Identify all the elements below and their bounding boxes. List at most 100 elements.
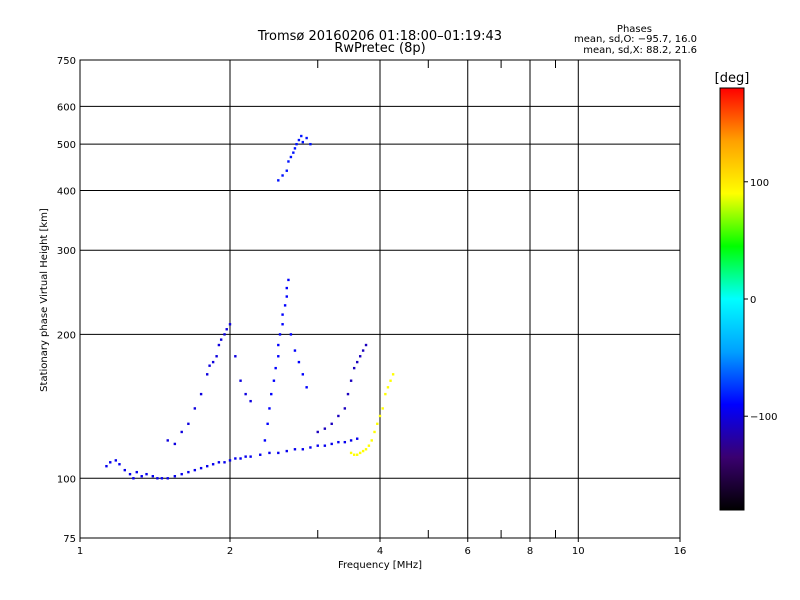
data-point <box>337 440 340 444</box>
data-point <box>118 463 121 466</box>
x-tick-label: 10 <box>572 546 585 557</box>
data-point <box>132 477 135 480</box>
chart-title: Tromsø 20160206 01:18:00–01:19:43 <box>257 29 502 44</box>
x-tick-label: 2 <box>227 546 233 557</box>
colorbar-tick-label: 0 <box>750 295 756 306</box>
data-point <box>249 455 252 458</box>
data-point <box>239 457 242 460</box>
data-point <box>145 472 148 476</box>
data-point <box>386 386 390 389</box>
data-point <box>244 392 247 396</box>
y-tick-label: 200 <box>57 330 76 341</box>
data-point <box>361 349 365 352</box>
data-point <box>285 449 288 453</box>
data-point <box>300 134 303 138</box>
data-point <box>244 455 247 458</box>
data-point <box>295 142 298 146</box>
colorbar-tick-label: −100 <box>750 412 777 423</box>
data-point <box>223 333 226 336</box>
data-point <box>309 446 312 449</box>
data-point <box>358 451 362 455</box>
data-point <box>287 160 290 163</box>
data-point <box>293 349 297 352</box>
data-point <box>277 451 280 455</box>
data-point <box>358 355 362 358</box>
data-point <box>277 343 280 347</box>
data-point <box>330 442 333 446</box>
y-tick-label: 600 <box>57 102 76 113</box>
data-point <box>316 430 319 434</box>
data-point <box>151 475 155 478</box>
stats-o-mode: mean, sd,O: −95.7, 16.0 <box>574 34 697 45</box>
data-point <box>285 295 288 298</box>
data-point <box>219 338 223 341</box>
data-point <box>355 437 359 440</box>
y-tick-label: 400 <box>57 186 76 197</box>
data-point <box>239 379 242 382</box>
data-point <box>199 466 203 470</box>
data-point <box>234 457 237 460</box>
chart-subtitle: RwPretec (8p) <box>334 41 425 56</box>
data-point <box>292 151 295 154</box>
data-point <box>211 463 215 466</box>
data-point <box>277 355 280 358</box>
data-point <box>381 407 384 410</box>
data-point <box>349 439 353 442</box>
data-point <box>389 379 392 382</box>
data-point <box>309 142 312 146</box>
data-point <box>105 464 108 468</box>
data-point <box>114 459 118 462</box>
colorbar-label: [deg] <box>715 71 750 86</box>
data-point <box>281 313 284 316</box>
data-point <box>361 449 365 453</box>
x-tick-label: 4 <box>377 546 383 557</box>
x-tick-label: 8 <box>527 546 533 557</box>
data-point <box>109 461 112 464</box>
data-point <box>266 422 269 426</box>
data-point <box>323 444 327 447</box>
data-point <box>140 475 143 478</box>
data-point <box>346 392 350 396</box>
y-tick-label: 75 <box>63 534 76 545</box>
data-point <box>135 470 138 474</box>
stats-heading: Phases <box>617 24 652 35</box>
data-point <box>205 373 209 376</box>
data-point <box>228 323 232 326</box>
data-point <box>180 472 183 476</box>
data-point <box>187 422 190 426</box>
data-point <box>215 355 218 358</box>
data-point <box>278 333 282 336</box>
data-point <box>301 140 305 144</box>
data-point <box>160 477 164 480</box>
data-point <box>272 379 276 382</box>
data-point <box>274 366 277 370</box>
data-point <box>123 468 126 472</box>
data-point <box>293 448 297 451</box>
data-point <box>352 453 356 456</box>
data-point <box>343 407 347 410</box>
data-point <box>270 392 273 396</box>
data-point <box>376 422 379 426</box>
colorbar <box>719 87 745 511</box>
data-point <box>297 360 301 364</box>
y-tick-label: 750 <box>57 56 76 67</box>
data-point <box>301 373 305 376</box>
data-point <box>199 392 203 396</box>
data-point <box>364 448 368 451</box>
data-point <box>205 464 209 468</box>
data-point <box>128 472 132 476</box>
data-point <box>289 333 293 336</box>
data-point <box>277 179 280 182</box>
data-point <box>193 468 197 472</box>
data-point <box>355 453 359 456</box>
data-point <box>337 414 340 418</box>
data-point <box>166 439 169 442</box>
data-point <box>249 399 252 403</box>
data-point <box>370 439 373 442</box>
data-point <box>187 470 190 474</box>
data-point <box>349 451 353 455</box>
data-point <box>259 453 262 456</box>
data-point <box>373 430 376 434</box>
data-point <box>268 451 271 455</box>
data-point <box>217 343 221 347</box>
